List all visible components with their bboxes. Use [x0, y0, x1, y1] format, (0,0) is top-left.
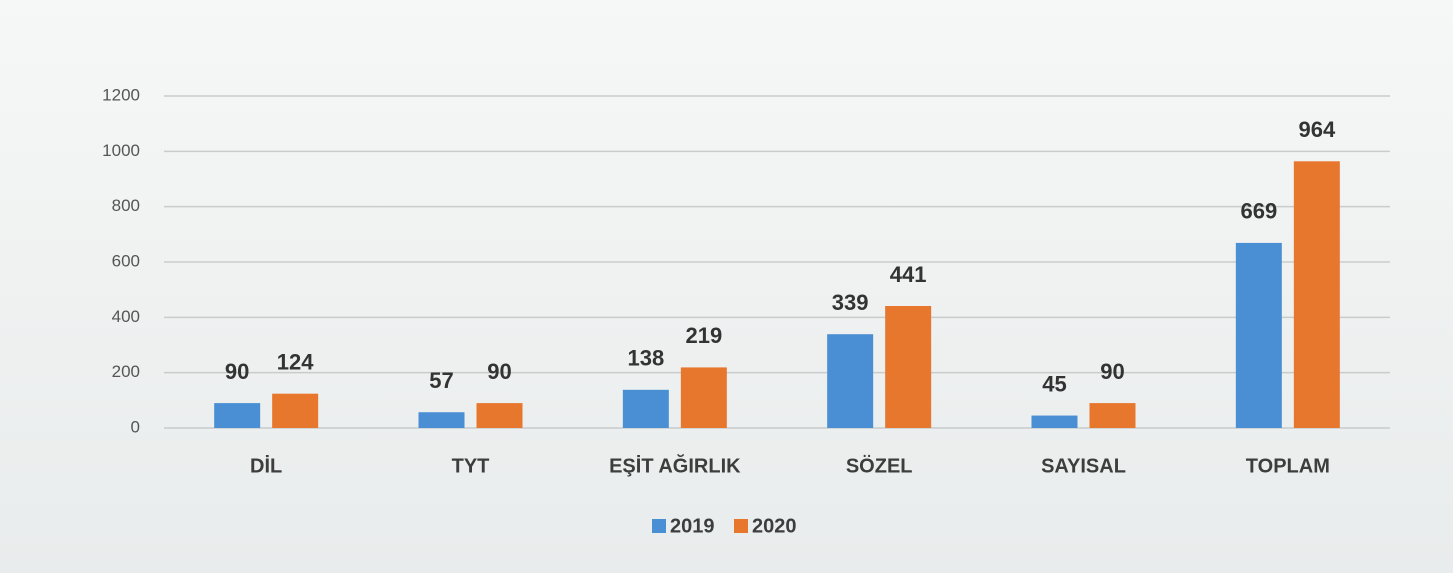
y-tick-label: 800 — [112, 196, 140, 215]
data-label: 669 — [1240, 199, 1277, 224]
x-tick-label: TYT — [452, 455, 490, 477]
x-tick-label: SÖZEL — [846, 454, 913, 477]
legend-swatch — [734, 519, 748, 533]
data-label: 138 — [627, 346, 664, 371]
bar — [827, 334, 874, 428]
bar — [1031, 415, 1078, 428]
data-label: 219 — [685, 323, 722, 348]
data-label: 90 — [487, 359, 511, 384]
data-label: 339 — [832, 290, 869, 315]
data-label: 57 — [429, 368, 453, 393]
bar — [214, 403, 261, 428]
bar — [1293, 161, 1340, 428]
bar — [476, 403, 523, 428]
y-tick-label: 1000 — [102, 141, 140, 160]
data-label: 124 — [277, 350, 314, 375]
bar — [1235, 242, 1282, 428]
legend-label: 2020 — [752, 515, 797, 537]
legend-label: 2019 — [670, 515, 715, 537]
data-label: 441 — [890, 262, 927, 287]
data-label: 90 — [1100, 359, 1124, 384]
data-label: 90 — [225, 359, 249, 384]
legend-swatch — [652, 519, 666, 533]
data-label: 964 — [1298, 117, 1335, 142]
y-tick-label: 0 — [131, 417, 140, 436]
y-tick-label: 600 — [112, 251, 140, 270]
y-tick-label: 400 — [112, 307, 140, 326]
y-tick-label: 200 — [112, 362, 140, 381]
bar — [272, 393, 319, 428]
y-tick-label: 1200 — [102, 85, 140, 104]
bar — [622, 389, 669, 428]
x-tick-label: DİL — [250, 454, 282, 477]
x-tick-label: SAYISAL — [1041, 455, 1126, 477]
bar — [885, 305, 932, 428]
data-label: 45 — [1042, 371, 1066, 396]
bar — [418, 412, 465, 428]
bar — [1089, 403, 1136, 428]
x-tick-label: TOPLAM — [1246, 455, 1330, 477]
bar — [680, 367, 727, 428]
x-tick-label: EŞİT AĞIRLIK — [609, 453, 741, 477]
